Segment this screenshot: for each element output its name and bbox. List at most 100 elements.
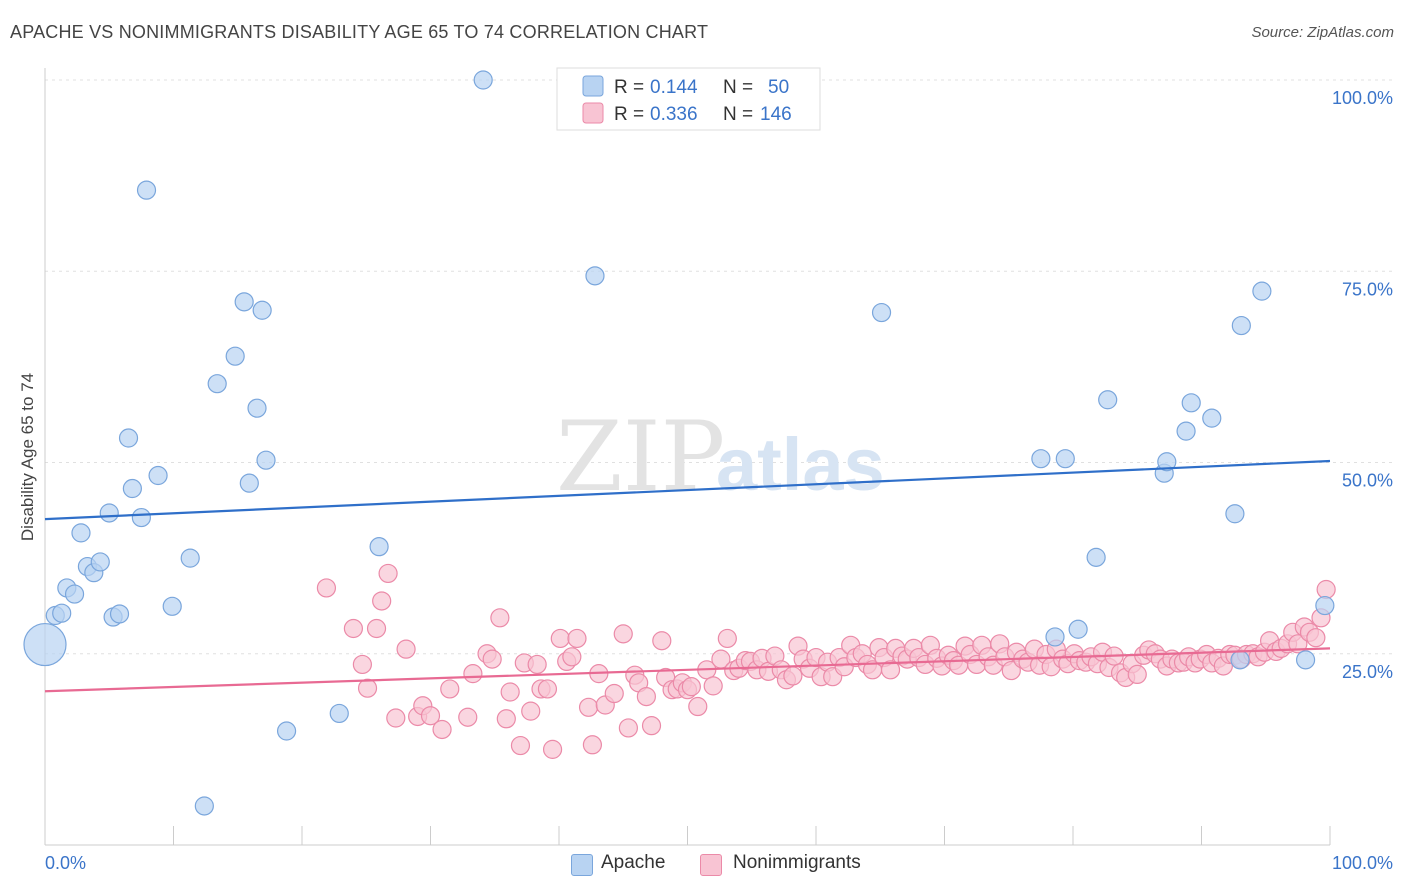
apache-point [871, 302, 892, 323]
apache-point [162, 596, 182, 616]
apache-point [1055, 449, 1075, 469]
nonimmigrants-point [1316, 579, 1336, 600]
legend-n-label: N = [723, 77, 753, 98]
nonimmigrants-point [500, 682, 520, 702]
nonimmigrants-point [366, 618, 387, 639]
legend-r-value-nonimmigrants: 0.336 [650, 104, 698, 125]
apache-point [1098, 390, 1118, 410]
nonimmigrants-point [490, 608, 510, 628]
nonimmigrants-point [783, 666, 803, 686]
apache-point [276, 721, 297, 741]
nonimmigrants-point [567, 628, 587, 649]
x-tick-label: 100.0% [1332, 853, 1393, 873]
apache-point [1181, 393, 1201, 413]
bottom-legend-label-apache: Apache [601, 852, 666, 873]
nonimmigrants-point [396, 639, 416, 659]
gridlines [45, 79, 1393, 655]
nonimmigrants-point [386, 708, 406, 728]
nonimmigrants-point [378, 563, 398, 584]
nonimmigrants-point [636, 686, 656, 707]
nonimmigrants-point [578, 697, 599, 717]
nonimmigrants-point [482, 649, 502, 669]
apache-point [52, 603, 72, 623]
apache-points [23, 70, 1335, 816]
apache-point [247, 398, 267, 418]
apache-point [118, 428, 139, 448]
apache-point [1225, 504, 1245, 524]
bottom-legend-label-nonimmigrants: Nonimmigrants [733, 852, 861, 873]
nonimmigrants-point [652, 631, 672, 651]
legend-r-label: R = [614, 104, 644, 125]
apache-point [207, 374, 227, 394]
apache-point [1176, 421, 1196, 441]
apache-point [122, 478, 142, 499]
watermark: ZIP atlas [556, 401, 885, 513]
nonimmigrants-point [613, 624, 633, 644]
apache-point [585, 266, 605, 286]
nonimmigrants-points [316, 563, 1336, 759]
source-credit: Source: ZipAtlas.com [1251, 24, 1394, 41]
nonimmigrants-trend-line [44, 647, 1331, 693]
y-tick-label: 50.0% [1342, 471, 1393, 491]
nonimmigrants-point [357, 678, 378, 698]
nonimmigrants-point [582, 735, 603, 755]
nonimmigrants-point [521, 701, 541, 721]
nonimmigrants-point [1001, 660, 1021, 681]
apache-point [256, 450, 276, 470]
apache-point [329, 703, 349, 724]
y-tick-labels: 25.0% 50.0% 75.0% 100.0% [1332, 88, 1393, 682]
apache-point [1031, 449, 1051, 469]
apache-point [1157, 452, 1177, 472]
legend-swatch-nonimmigrants [582, 102, 604, 124]
nonimmigrants-point [537, 679, 558, 699]
y-tick-label: 75.0% [1342, 279, 1393, 299]
y-axis-title: Disability Age 65 to 74 [18, 373, 37, 541]
bottom-legend-swatch-nonimmigrants [700, 854, 722, 876]
apache-point [1086, 547, 1106, 567]
legend-n-label: N = [723, 104, 753, 125]
nonimmigrants-point [496, 709, 516, 729]
legend-n-value-apache: 50 [768, 77, 789, 98]
apache-point [131, 507, 151, 528]
nonimmigrants-point [717, 628, 737, 649]
watermark-zip: ZIP [556, 401, 725, 513]
apache-point [234, 292, 254, 312]
apache-point [23, 622, 67, 667]
bottom-legend-swatch-apache [571, 854, 593, 876]
nonimmigrants-point [641, 716, 662, 736]
apache-point [1230, 650, 1250, 670]
legend-r-label: R = [614, 77, 644, 98]
nonimmigrants-point [681, 677, 701, 697]
apache-point [90, 552, 110, 572]
nonimmigrants-point [463, 664, 483, 684]
apache-point [136, 180, 157, 200]
nonimmigrants-point [604, 683, 624, 704]
nonimmigrants-point [432, 719, 452, 740]
nonimmigrants-point [458, 707, 478, 727]
apache-trend-line [44, 459, 1331, 521]
y-tick-label: 100.0% [1332, 88, 1393, 108]
apache-point [71, 523, 91, 543]
apache-point [1315, 595, 1335, 616]
apache-point [194, 796, 214, 816]
nonimmigrants-point [343, 618, 363, 639]
x-tick-labels: 0.0% 100.0% [45, 853, 1393, 873]
nonimmigrants-point [316, 578, 337, 598]
apache-point [239, 473, 259, 493]
nonimmigrants-point [880, 660, 901, 680]
x-tick-label: 0.0% [45, 853, 86, 873]
legend-n-value-nonimmigrants: 146 [760, 104, 792, 125]
apache-point [1231, 315, 1251, 336]
apache-point [64, 584, 85, 604]
nonimmigrants-point [352, 654, 372, 675]
nonimmigrants-point [420, 706, 441, 726]
apache-point [225, 346, 245, 366]
nonimmigrants-point [562, 647, 582, 667]
apache-point [1252, 281, 1272, 301]
apache-point [1202, 408, 1222, 428]
bottom-legend: Apache Nonimmigrants [0, 850, 1406, 880]
apache-point [148, 465, 168, 486]
y-tick-label: 25.0% [1342, 662, 1393, 682]
nonimmigrants-point [510, 735, 531, 756]
